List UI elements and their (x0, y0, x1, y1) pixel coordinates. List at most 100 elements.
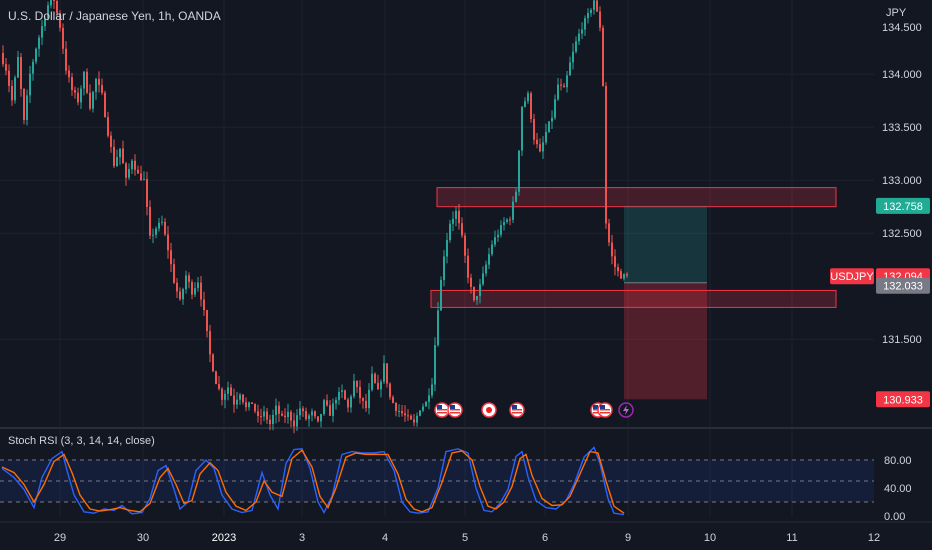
entry-price-badge (876, 277, 930, 294)
candle-body (551, 117, 553, 122)
candle-body (506, 219, 508, 222)
candle-body (401, 410, 403, 414)
candle-body (356, 380, 358, 387)
price-tick-label: 133.000 (882, 175, 922, 187)
candle-body (323, 400, 325, 415)
candle-body (2, 53, 4, 65)
candle-body (269, 419, 271, 425)
us-stripe (450, 409, 460, 411)
time-tick-label: 9 (625, 532, 631, 544)
candle-body (617, 267, 619, 272)
candle-body (206, 310, 208, 331)
candle-body (557, 84, 559, 100)
candle-body (425, 401, 427, 407)
us-stripe (437, 412, 447, 414)
position-tool[interactable] (624, 205, 707, 400)
us-canton (450, 405, 455, 409)
candle-body (149, 206, 151, 236)
candle-body (266, 411, 268, 420)
candle-body (308, 415, 310, 420)
candle-body (605, 85, 607, 224)
candle-body (599, 11, 601, 28)
candle-body (68, 70, 70, 78)
candle-body (404, 413, 406, 416)
candle-body (368, 389, 370, 409)
time-axis[interactable]: 29 30 2023 3 4 5 6 9 10 11 12 (54, 532, 880, 544)
candle-body (200, 282, 202, 300)
candle-body (470, 277, 472, 287)
candle-body (464, 235, 466, 256)
candle-body (185, 275, 187, 290)
candle-body (626, 274, 628, 276)
candle-body (422, 406, 424, 411)
candle-body (233, 395, 235, 405)
candle-body (458, 210, 460, 224)
candle-body (290, 411, 292, 421)
candle-body (125, 163, 127, 178)
events-layer[interactable] (434, 402, 634, 418)
stoch-tick-label: 80.00 (884, 455, 912, 467)
candle-body (143, 179, 145, 181)
candle-body (56, 0, 58, 14)
candle-body (476, 296, 478, 301)
candle-body (503, 221, 505, 226)
profit-target-area (624, 205, 707, 283)
price-tick-label: 134.000 (882, 69, 922, 81)
candle-body (140, 173, 142, 181)
candle-body (581, 29, 583, 34)
candle-body (251, 402, 253, 404)
time-tick-label: 2023 (212, 532, 236, 544)
price-tick-label: 131.500 (882, 334, 922, 346)
candle-body (578, 33, 580, 42)
chart-title: U.S. Dollar / Japanese Yen, 1h, OANDA (8, 9, 221, 23)
candle-body (38, 37, 40, 49)
candle-body (74, 89, 76, 93)
candle-body (155, 228, 157, 235)
candle-body (554, 99, 556, 118)
candle-body (512, 201, 514, 220)
candle-body (287, 411, 289, 418)
jp-sun (486, 407, 492, 413)
candle-body (365, 400, 367, 409)
candle-body (29, 73, 31, 96)
candle-body (197, 282, 199, 289)
candle-body (353, 380, 355, 397)
candle-body (227, 387, 229, 394)
us-flag-icon[interactable] (434, 402, 450, 418)
candle-body (221, 388, 223, 400)
candle-body (242, 394, 244, 403)
candle-body (314, 411, 316, 417)
us-flag-icon[interactable] (447, 402, 463, 418)
candle-body (53, 0, 55, 2)
time-tick-label: 10 (704, 532, 716, 544)
candle-body (461, 223, 463, 236)
candle-body (545, 131, 547, 143)
candle-body (41, 26, 43, 38)
price-tick-label: 133.500 (882, 122, 922, 134)
candle-body (80, 88, 82, 103)
us-stripe (437, 409, 447, 411)
candle-body (497, 234, 499, 238)
candle-body (236, 399, 238, 405)
candle-body (167, 234, 169, 251)
candle-body (83, 71, 85, 89)
us-flag-icon[interactable] (509, 402, 525, 418)
jp-flag-icon[interactable] (481, 402, 497, 418)
candle-body (305, 411, 307, 420)
price-axis[interactable]: 134.500 134.000 133.500 133.000 132.500 131.5… (882, 22, 922, 523)
candle-body (260, 416, 262, 418)
candle-body (608, 223, 610, 243)
time-tick-label: 6 (542, 532, 548, 544)
candle-body (362, 398, 364, 401)
price-tick-label: 134.500 (882, 22, 922, 34)
candle-body (467, 255, 469, 278)
us-stripe (450, 412, 460, 414)
us-flag-icon[interactable] (597, 402, 613, 418)
candle-body (248, 402, 250, 408)
candle-body (296, 415, 298, 427)
us-stripe (512, 412, 522, 414)
lightning-icon[interactable] (618, 402, 634, 418)
stoch-d-line (1, 449, 625, 514)
